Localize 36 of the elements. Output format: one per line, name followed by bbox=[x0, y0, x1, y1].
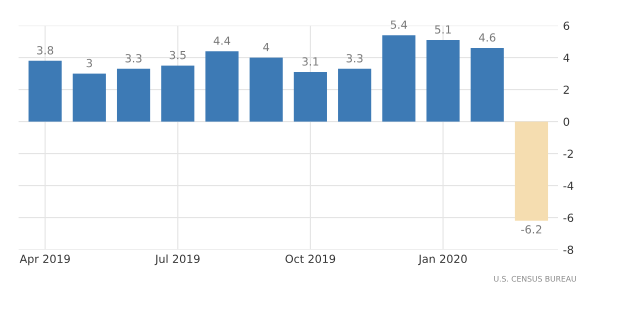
y-tick-label: 0 bbox=[564, 118, 570, 126]
y-tick-label: 4 bbox=[563, 54, 570, 62]
bar bbox=[205, 51, 239, 122]
bar bbox=[294, 72, 327, 122]
data-label: 3.5 bbox=[170, 50, 186, 60]
y-tick-label: -4 bbox=[563, 182, 574, 190]
y-tick-label: -8 bbox=[563, 246, 574, 254]
x-tick-label: Oct 2019 bbox=[286, 254, 336, 264]
data-label: 3 bbox=[86, 58, 92, 68]
data-label: 4 bbox=[263, 43, 270, 52]
bar bbox=[382, 35, 416, 122]
bar bbox=[250, 58, 283, 122]
y-tick-label: 2 bbox=[564, 86, 569, 94]
bar bbox=[72, 74, 106, 122]
data-label: 3.3 bbox=[126, 54, 142, 62]
data-label: 3.1 bbox=[302, 57, 318, 66]
x-tick-label: Apr 2019 bbox=[20, 254, 70, 266]
bar bbox=[514, 122, 548, 221]
y-tick-label: -6 bbox=[563, 214, 574, 222]
data-label: 4.6 bbox=[478, 33, 496, 42]
data-label: -6.2 bbox=[521, 225, 542, 234]
data-label: 3.3 bbox=[346, 54, 363, 62]
data-label: 5.1 bbox=[435, 25, 451, 34]
x-tick-label: Jan 2020 bbox=[418, 254, 467, 266]
bar bbox=[470, 48, 504, 122]
bar bbox=[116, 68, 150, 122]
x-tick-label: Jul 2019 bbox=[154, 254, 200, 266]
bar bbox=[338, 68, 372, 122]
y-tick-label: 6 bbox=[564, 22, 570, 30]
bar bbox=[28, 60, 62, 122]
data-label: 4.4 bbox=[214, 36, 230, 45]
y-tick-label: -2 bbox=[563, 150, 573, 158]
bar bbox=[426, 40, 460, 122]
data-label: 5.4 bbox=[390, 20, 408, 29]
bar bbox=[161, 66, 194, 122]
data-label: 3.8 bbox=[37, 46, 54, 54]
